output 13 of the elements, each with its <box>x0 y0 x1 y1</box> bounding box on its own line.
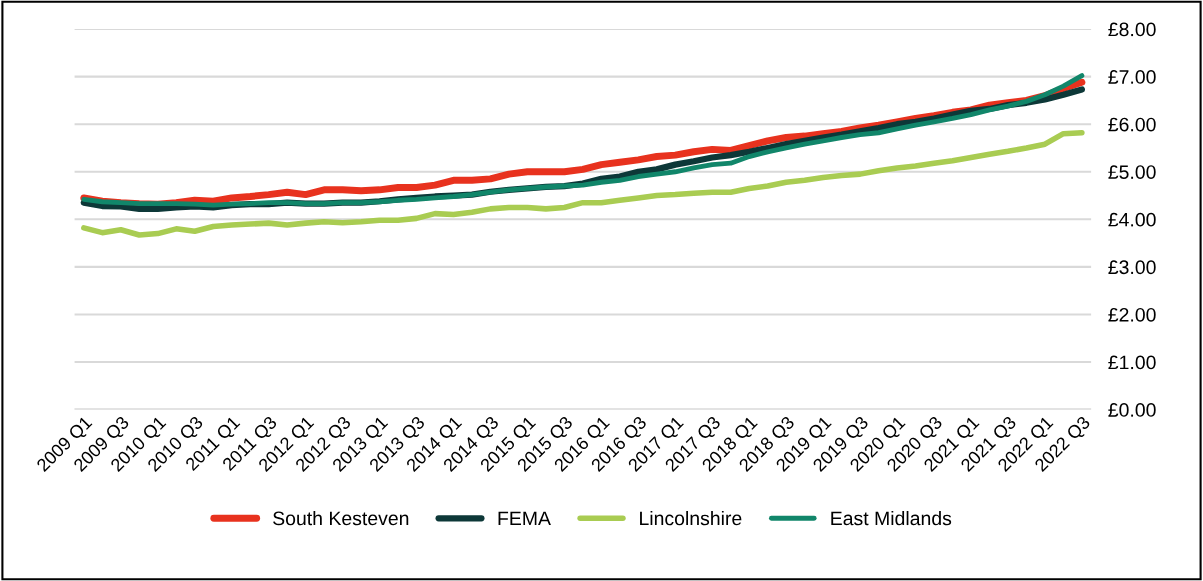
y-tick-label: £7.00 <box>1108 70 1156 84</box>
legend-label: Lincolnshire <box>640 510 742 526</box>
y-tick-label: £2.00 <box>1108 307 1156 322</box>
y-tick-label: £8.00 <box>1108 22 1156 37</box>
y-tick-label: £6.00 <box>1108 117 1156 132</box>
y-tick-label: £4.00 <box>1108 212 1156 227</box>
y-tick-label: £0.00 <box>1108 403 1156 417</box>
y-tick-label: £5.00 <box>1108 165 1156 179</box>
y-tick-label: £1.00 <box>1108 355 1156 370</box>
legend-label: FEMA <box>498 511 551 526</box>
y-tick-label: £3.00 <box>1108 260 1156 275</box>
legend-label: South Kesteven <box>273 510 409 526</box>
legend-label: East Midlands <box>831 510 952 526</box>
